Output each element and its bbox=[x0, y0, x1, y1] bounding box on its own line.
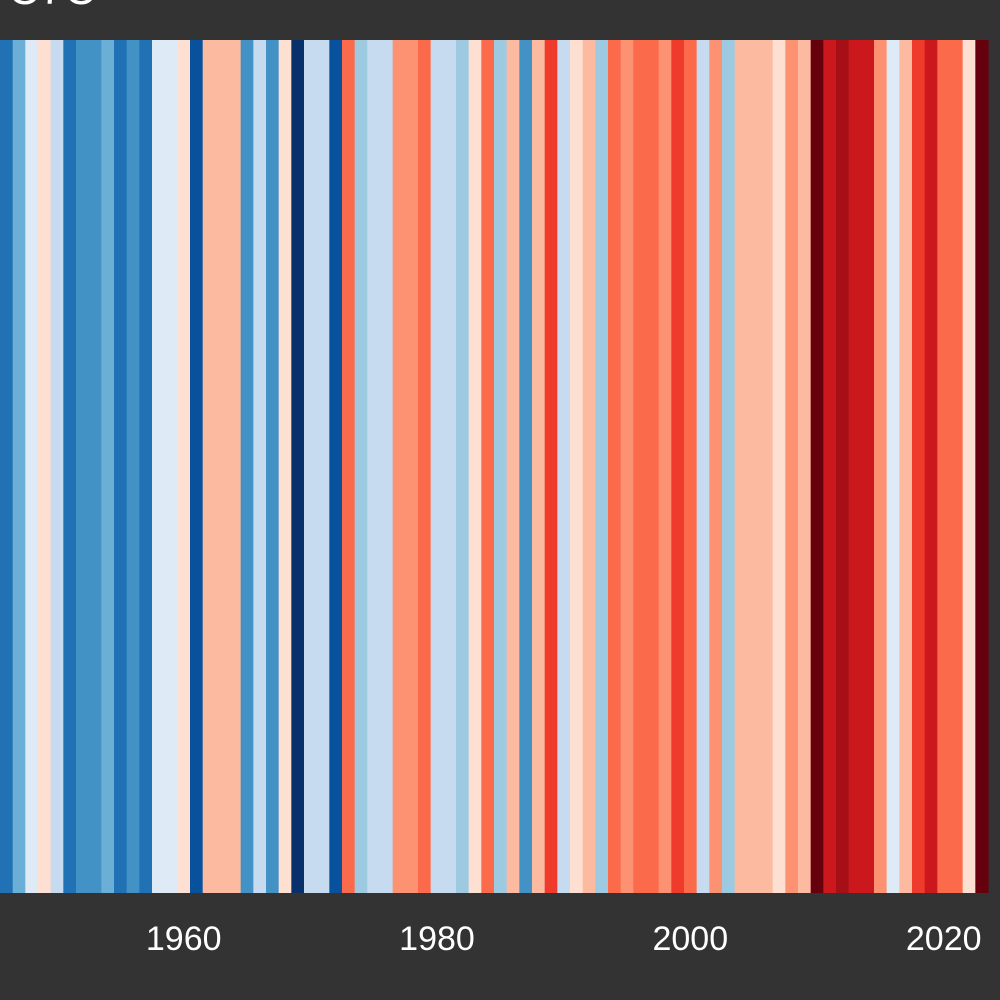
stripe-1958 bbox=[152, 40, 166, 893]
stripe-1959 bbox=[164, 40, 178, 893]
stripe-1989 bbox=[544, 40, 558, 893]
x-tick-label-2000: 2000 bbox=[652, 920, 728, 958]
stripe-2001 bbox=[696, 40, 710, 893]
x-tick-label-1960: 1960 bbox=[146, 920, 222, 958]
stripe-1973 bbox=[342, 40, 356, 893]
stripe-1980 bbox=[430, 40, 444, 893]
stripe-1955 bbox=[114, 40, 128, 893]
stripe-2021 bbox=[950, 40, 964, 893]
x-axis-ticks: 1960 1980 2000 2020 bbox=[146, 920, 982, 958]
stripe-1976 bbox=[380, 40, 394, 893]
stripe-1968 bbox=[278, 40, 292, 893]
stripe-1985 bbox=[494, 40, 508, 893]
stripe-1957 bbox=[139, 40, 153, 893]
stripe-2019 bbox=[924, 40, 938, 893]
stripe-1970 bbox=[304, 40, 318, 893]
stripe-1987 bbox=[519, 40, 533, 893]
stripe-1994 bbox=[608, 40, 622, 893]
stripe-1969 bbox=[291, 40, 305, 893]
stripe-1962 bbox=[202, 40, 216, 893]
stripe-1949 bbox=[38, 40, 52, 893]
stripe-1947 bbox=[12, 40, 26, 893]
stripe-1982 bbox=[456, 40, 470, 893]
stripe-2017 bbox=[899, 40, 913, 893]
stripe-2009 bbox=[798, 40, 812, 893]
stripe-1965 bbox=[240, 40, 254, 893]
stripe-1990 bbox=[557, 40, 571, 893]
stripe-2014 bbox=[861, 40, 875, 893]
stripe-1978 bbox=[405, 40, 419, 893]
stripe-1960 bbox=[177, 40, 191, 893]
stripe-2004 bbox=[734, 40, 748, 893]
stripe-2023 bbox=[975, 40, 989, 893]
stripe-1971 bbox=[316, 40, 330, 893]
stripe-1966 bbox=[253, 40, 267, 893]
stripe-2020 bbox=[937, 40, 951, 893]
x-tick-label-1980: 1980 bbox=[399, 920, 475, 958]
stripe-2003 bbox=[722, 40, 736, 893]
stripe-1981 bbox=[443, 40, 457, 893]
stripe-2011 bbox=[823, 40, 837, 893]
stripe-1984 bbox=[481, 40, 495, 893]
stripe-2007 bbox=[772, 40, 786, 893]
stripe-1946 bbox=[0, 40, 14, 893]
stripe-1967 bbox=[266, 40, 280, 893]
stripe-1991 bbox=[570, 40, 584, 893]
stripe-1999 bbox=[671, 40, 685, 893]
stripe-1953 bbox=[88, 40, 102, 893]
stripe-1983 bbox=[468, 40, 482, 893]
stripe-2018 bbox=[912, 40, 926, 893]
stripe-2013 bbox=[848, 40, 862, 893]
stripe-1996 bbox=[633, 40, 647, 893]
stripe-2008 bbox=[785, 40, 799, 893]
x-tick-label-2020: 2020 bbox=[906, 920, 982, 958]
stripe-1952 bbox=[76, 40, 90, 893]
stripe-1997 bbox=[646, 40, 660, 893]
stripe-1961 bbox=[190, 40, 204, 893]
stripe-1992 bbox=[582, 40, 596, 893]
stripe-1954 bbox=[101, 40, 115, 893]
stripe-1975 bbox=[367, 40, 381, 893]
stripe-1988 bbox=[532, 40, 546, 893]
chart-title-fragment: С7С bbox=[8, 0, 96, 14]
stripe-2000 bbox=[684, 40, 698, 893]
stripe-2006 bbox=[760, 40, 774, 893]
stripe-1972 bbox=[329, 40, 343, 893]
stripe-1951 bbox=[63, 40, 77, 893]
stripe-1948 bbox=[25, 40, 39, 893]
stripe-1950 bbox=[50, 40, 64, 893]
stripe-2016 bbox=[886, 40, 900, 893]
stripe-1979 bbox=[418, 40, 432, 893]
stripe-1964 bbox=[228, 40, 242, 893]
stripe-1986 bbox=[506, 40, 520, 893]
stripe-2002 bbox=[709, 40, 723, 893]
stripe-2005 bbox=[747, 40, 761, 893]
stripe-1977 bbox=[392, 40, 406, 893]
stripe-2010 bbox=[810, 40, 824, 893]
stripe-1974 bbox=[354, 40, 368, 893]
stripe-1963 bbox=[215, 40, 229, 893]
stripe-1993 bbox=[595, 40, 609, 893]
stripe-1956 bbox=[126, 40, 140, 893]
stripe-2022 bbox=[962, 40, 976, 893]
stripe-2012 bbox=[836, 40, 850, 893]
stripe-1998 bbox=[658, 40, 672, 893]
stripe-2015 bbox=[874, 40, 888, 893]
stripe-1995 bbox=[620, 40, 634, 893]
stripes-group bbox=[0, 40, 989, 893]
